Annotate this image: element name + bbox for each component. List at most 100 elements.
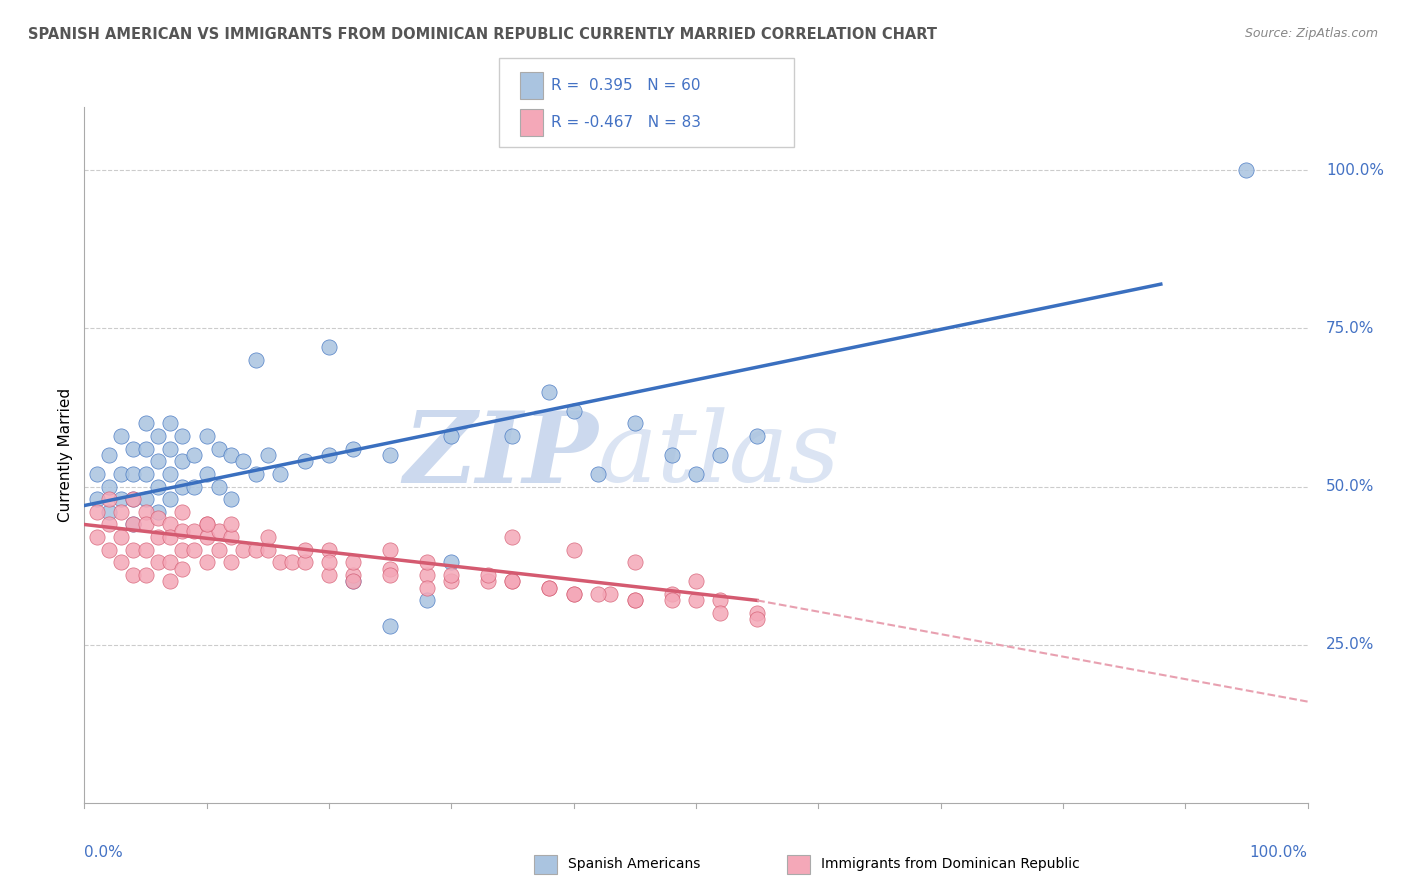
- Point: [135, 517, 157, 532]
- Point: [122, 568, 145, 582]
- Point: [380, 448, 402, 462]
- Point: [208, 442, 231, 456]
- Point: [624, 556, 647, 570]
- Point: [294, 556, 316, 570]
- Point: [538, 581, 561, 595]
- Point: [477, 574, 499, 589]
- Text: R =  0.395   N = 60: R = 0.395 N = 60: [551, 78, 700, 93]
- Point: [122, 517, 145, 532]
- Point: [477, 568, 499, 582]
- Point: [257, 530, 280, 544]
- Point: [245, 467, 267, 481]
- Point: [208, 542, 231, 557]
- Point: [183, 479, 205, 493]
- Point: [440, 574, 463, 589]
- Point: [195, 530, 218, 544]
- Point: [110, 530, 132, 544]
- Y-axis label: Currently Married: Currently Married: [58, 388, 73, 522]
- Point: [146, 530, 169, 544]
- Point: [342, 568, 364, 582]
- Point: [1234, 163, 1257, 178]
- Point: [146, 505, 169, 519]
- Point: [110, 467, 132, 481]
- Point: [172, 542, 194, 557]
- Point: [440, 556, 463, 570]
- Point: [146, 429, 169, 443]
- Point: [219, 530, 242, 544]
- Point: [135, 542, 157, 557]
- Point: [245, 542, 267, 557]
- Point: [146, 556, 169, 570]
- Point: [685, 593, 707, 607]
- Point: [122, 467, 145, 481]
- Point: [501, 574, 523, 589]
- Point: [501, 574, 523, 589]
- Point: [232, 542, 254, 557]
- Point: [318, 556, 340, 570]
- Text: Immigrants from Dominican Republic: Immigrants from Dominican Republic: [821, 857, 1080, 871]
- Point: [416, 581, 439, 595]
- Text: 0.0%: 0.0%: [84, 845, 124, 860]
- Point: [342, 442, 364, 456]
- Point: [172, 479, 194, 493]
- Point: [245, 353, 267, 368]
- Point: [183, 542, 205, 557]
- Point: [586, 467, 609, 481]
- Point: [135, 417, 157, 431]
- Point: [159, 574, 181, 589]
- Point: [208, 479, 231, 493]
- Point: [135, 568, 157, 582]
- Point: [97, 448, 120, 462]
- Point: [159, 530, 181, 544]
- Point: [709, 448, 731, 462]
- Point: [172, 562, 194, 576]
- Text: ZIP: ZIP: [404, 407, 598, 503]
- Point: [97, 492, 120, 507]
- Point: [86, 467, 108, 481]
- Point: [219, 517, 242, 532]
- Point: [709, 593, 731, 607]
- Point: [219, 492, 242, 507]
- Point: [501, 429, 523, 443]
- Point: [110, 556, 132, 570]
- Point: [232, 454, 254, 468]
- Point: [172, 454, 194, 468]
- Point: [538, 581, 561, 595]
- Text: atlas: atlas: [598, 408, 841, 502]
- Point: [159, 467, 181, 481]
- Point: [135, 505, 157, 519]
- Point: [624, 593, 647, 607]
- Point: [257, 448, 280, 462]
- Point: [685, 467, 707, 481]
- Point: [538, 384, 561, 399]
- Point: [661, 593, 683, 607]
- Point: [562, 403, 585, 417]
- Text: SPANISH AMERICAN VS IMMIGRANTS FROM DOMINICAN REPUBLIC CURRENTLY MARRIED CORRELA: SPANISH AMERICAN VS IMMIGRANTS FROM DOMI…: [28, 27, 938, 42]
- Point: [195, 467, 218, 481]
- Point: [624, 593, 647, 607]
- Point: [219, 556, 242, 570]
- Point: [208, 524, 231, 538]
- Point: [318, 568, 340, 582]
- Point: [440, 429, 463, 443]
- Point: [159, 556, 181, 570]
- Point: [159, 492, 181, 507]
- Point: [159, 517, 181, 532]
- Point: [146, 511, 169, 525]
- Point: [709, 606, 731, 620]
- Point: [110, 429, 132, 443]
- Point: [97, 479, 120, 493]
- Point: [380, 542, 402, 557]
- Point: [159, 442, 181, 456]
- Point: [562, 587, 585, 601]
- Point: [86, 505, 108, 519]
- Point: [586, 587, 609, 601]
- Point: [257, 542, 280, 557]
- Text: 100.0%: 100.0%: [1250, 845, 1308, 860]
- Text: 50.0%: 50.0%: [1326, 479, 1374, 494]
- Point: [195, 517, 218, 532]
- Text: 100.0%: 100.0%: [1326, 163, 1384, 178]
- Point: [318, 448, 340, 462]
- Point: [172, 505, 194, 519]
- Point: [747, 429, 769, 443]
